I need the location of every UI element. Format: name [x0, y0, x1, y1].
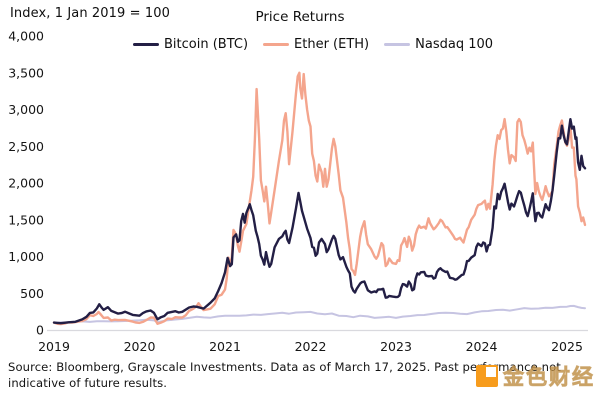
jinse-logo-icon — [476, 365, 498, 387]
bitcoin-line-swatch-icon — [133, 43, 159, 46]
watermark-jinse: 金色财经 — [476, 361, 595, 391]
chart-title: Price Returns — [255, 9, 345, 25]
svg-text:0: 0 — [36, 323, 44, 338]
svg-text:3,500: 3,500 — [8, 65, 44, 80]
svg-text:2023: 2023 — [380, 339, 412, 354]
legend-item-nasdaq: Nasdaq 100 — [384, 37, 493, 52]
legend-item-bitcoin: Bitcoin (BTC) — [133, 37, 248, 52]
index-note: Index, 1 Jan 2019 = 100 — [10, 6, 170, 21]
svg-text:3,000: 3,000 — [8, 102, 44, 117]
ether-line-swatch-icon — [263, 43, 290, 46]
chart-legend: Bitcoin (BTC) Ether (ETH) Nasdaq 100 — [133, 37, 493, 52]
svg-text:2,000: 2,000 — [8, 176, 44, 191]
svg-text:2019: 2019 — [38, 339, 70, 354]
svg-text:1,500: 1,500 — [8, 212, 44, 227]
legend-label-ether: Ether (ETH) — [294, 37, 370, 52]
svg-text:2021: 2021 — [209, 339, 241, 354]
svg-text:2020: 2020 — [124, 339, 156, 354]
legend-label-nasdaq: Nasdaq 100 — [415, 37, 494, 52]
legend-label-bitcoin: Bitcoin (BTC) — [164, 37, 249, 52]
svg-text:2025: 2025 — [551, 339, 583, 354]
source-note: Source: Bloomberg, Grayscale Investments… — [8, 360, 561, 390]
svg-text:500: 500 — [20, 286, 44, 301]
svg-text:1,000: 1,000 — [8, 249, 44, 264]
svg-text:2,500: 2,500 — [8, 139, 44, 154]
legend-item-ether: Ether (ETH) — [263, 37, 369, 52]
svg-text:4,000: 4,000 — [8, 29, 44, 44]
watermark-text: 金色财经 — [503, 365, 595, 390]
svg-text:2022: 2022 — [295, 339, 327, 354]
nasdaq-line-swatch-icon — [384, 43, 411, 46]
svg-text:2024: 2024 — [466, 339, 498, 354]
